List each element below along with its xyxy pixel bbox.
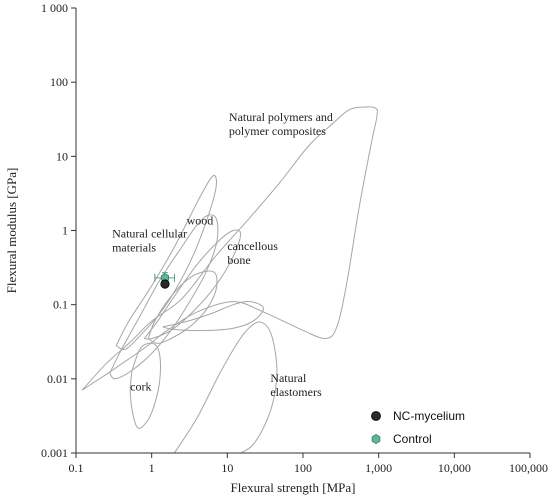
region-label: bone xyxy=(227,253,250,267)
legend: NC-mycelium Control xyxy=(371,409,465,446)
legend-label-nc-mycelium: NC-mycelium xyxy=(393,409,465,423)
y-tick-label: 1 xyxy=(62,224,68,238)
legend-label-control: Control xyxy=(393,432,432,446)
legend-marker-nc-mycelium xyxy=(371,411,381,421)
x-axis-title: Flexural strength [MPa] xyxy=(231,480,356,495)
y-tick-label: 0.1 xyxy=(53,298,68,312)
y-axis-title: Flexural modulus [GPa] xyxy=(4,168,19,294)
region-outline xyxy=(109,214,219,380)
y-tick-label: 100 xyxy=(50,75,68,89)
x-axis-ticks: 0.1 1 10 100 1,000 10,000 100,000 xyxy=(69,453,548,475)
y-tick-label: 1 000 xyxy=(41,1,68,15)
y-tick-label: 0.01 xyxy=(47,372,68,386)
data-points xyxy=(154,272,175,289)
legend-marker-control xyxy=(371,434,381,444)
x-tick-label: 0.1 xyxy=(69,461,84,475)
x-tick-label: 10,000 xyxy=(438,461,471,475)
region-outline xyxy=(129,342,161,429)
region-outline xyxy=(147,270,218,344)
y-tick-label: 10 xyxy=(56,149,68,163)
material-regions xyxy=(81,106,378,454)
region-label: elastomers xyxy=(270,385,322,399)
region-label: materials xyxy=(112,241,156,255)
region-label: cancellous xyxy=(227,239,278,253)
x-tick-label: 100 xyxy=(294,461,312,475)
x-tick-label: 100,000 xyxy=(509,461,548,475)
nc-mycelium-point xyxy=(160,279,170,289)
region-label: Natural cellular xyxy=(112,227,187,241)
y-tick-label: 0.001 xyxy=(41,446,68,460)
region-label: polymer composites xyxy=(229,124,326,138)
x-tick-label: 1,000 xyxy=(365,461,392,475)
region-outline xyxy=(143,229,242,340)
region-outline xyxy=(115,174,217,351)
region-outline xyxy=(162,300,264,332)
y-axis-ticks: 0.001 0.01 0.1 1 10 100 1 000 xyxy=(41,1,76,460)
x-tick-label: 1 xyxy=(149,461,155,475)
region-label: Natural xyxy=(270,371,307,385)
region-outline xyxy=(173,321,278,454)
region-label: cork xyxy=(130,379,151,393)
region-outline xyxy=(81,106,378,391)
region-label: Natural polymers and xyxy=(229,110,333,124)
region-label: wood xyxy=(187,214,214,228)
x-tick-label: 10 xyxy=(221,461,233,475)
